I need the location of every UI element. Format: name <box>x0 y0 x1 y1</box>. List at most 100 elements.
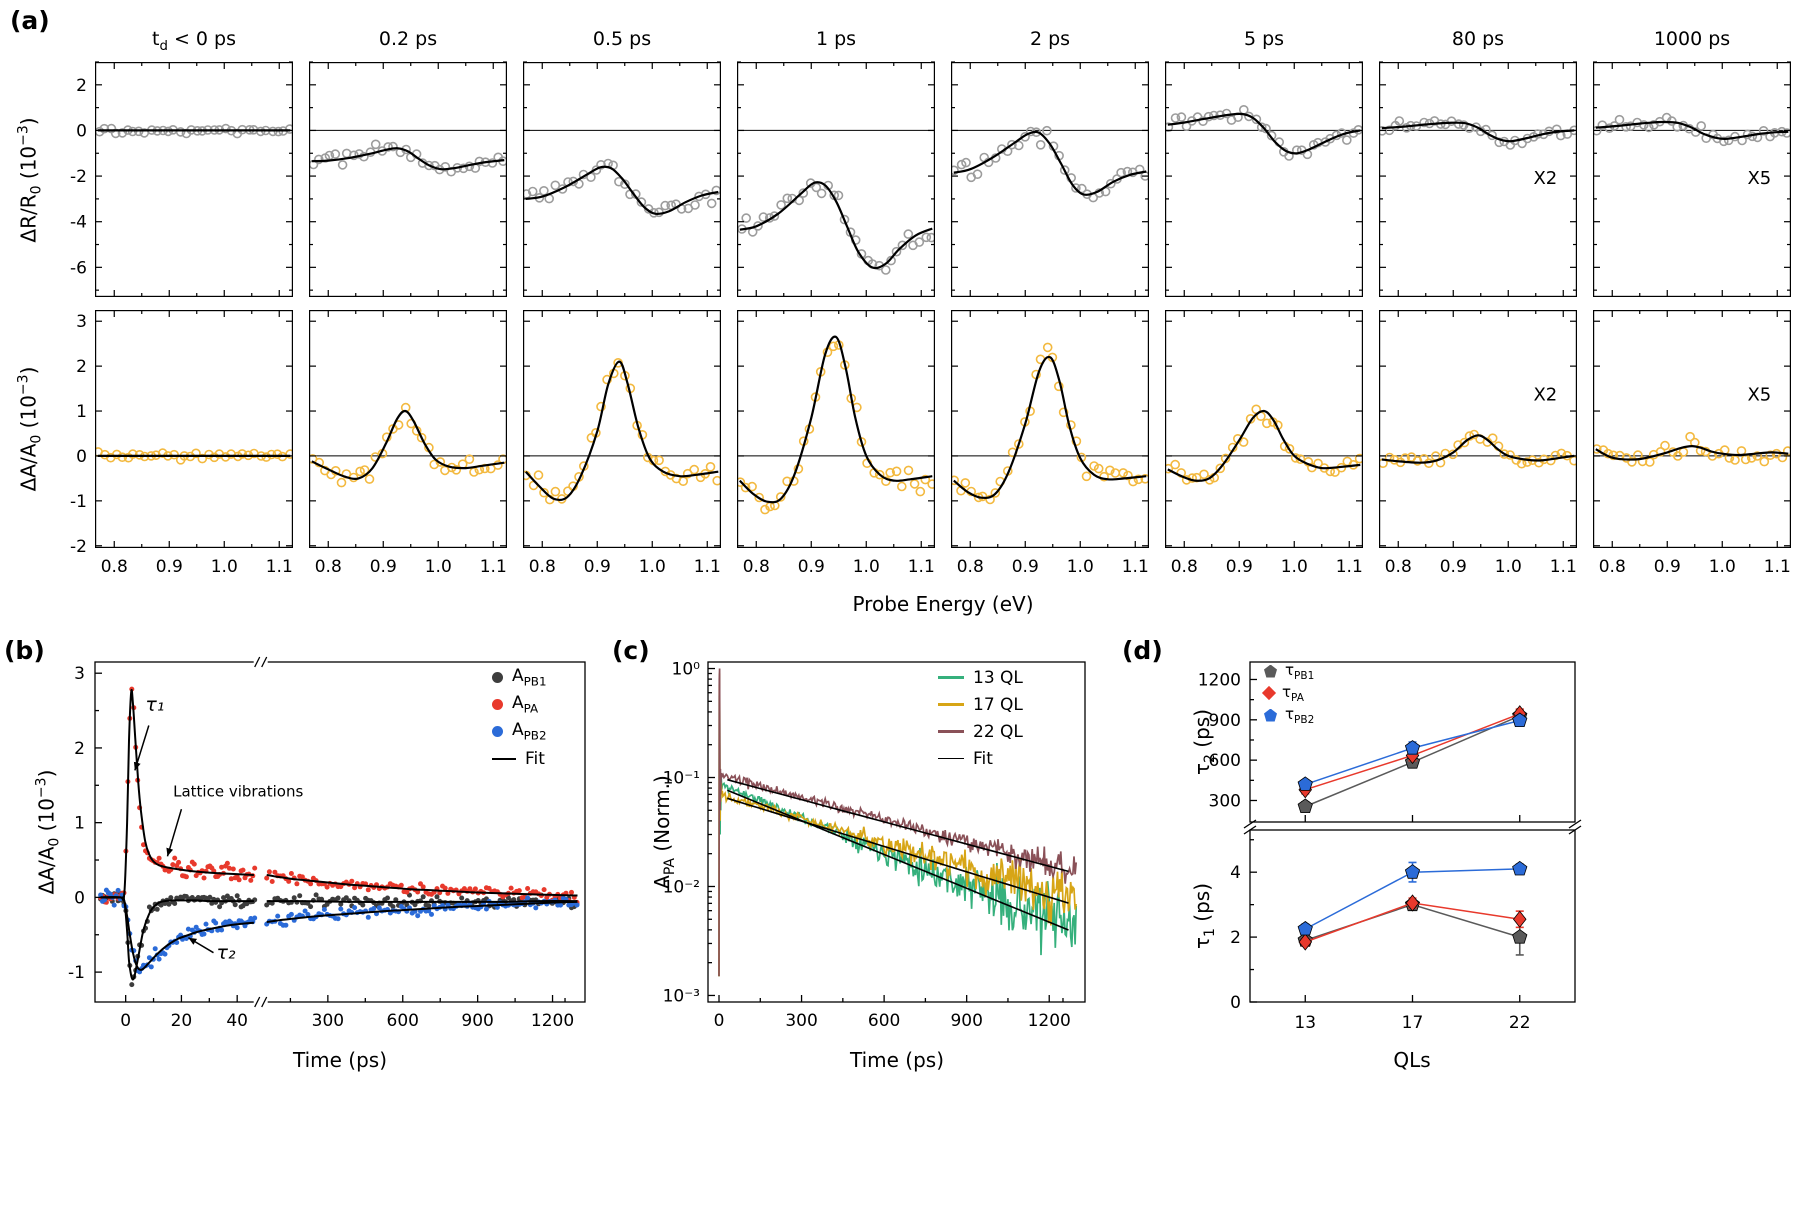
axes-box <box>1165 62 1364 298</box>
axes-box <box>94 661 586 1003</box>
plot-area <box>98 686 580 988</box>
fit-line-1 <box>100 688 254 902</box>
svg-text:1.1: 1.1 <box>1336 557 1363 577</box>
svg-text:10⁻²: 10⁻² <box>663 877 700 897</box>
x-tick-labels: 0.8 0.9 1.0 1.1 <box>101 557 293 577</box>
panel-a-label: (a) <box>10 6 50 35</box>
x-tick-labels: 0.8 0.9 1.0 1.1 <box>1599 557 1791 577</box>
panel-a-top-ylabel: ΔR/R0 (10−3) <box>15 117 45 243</box>
markers-2-tau2 <box>1297 712 1528 791</box>
markers-2-tau1 <box>1297 860 1528 936</box>
legend-item: 13 QL <box>938 664 1023 691</box>
x-tick-labels: 0.8 0.9 1.0 1.1 <box>315 557 507 577</box>
data-points <box>1594 431 1790 467</box>
axes-box <box>523 62 722 298</box>
legend-item: 22 QL <box>938 718 1023 745</box>
panel-c-plot: 0 300 600 900 1200 10⁰ 10⁻¹ 10⁻² 10⁻³ <box>663 660 1086 1031</box>
x-tick-labels: 0.8 0.9 1.0 1.1 <box>957 557 1149 577</box>
svg-text:1: 1 <box>76 402 87 422</box>
panel-a-dAA-plot-1: 0.8 0.9 1.0 1.1 <box>309 310 508 577</box>
ticks <box>1165 61 1363 297</box>
svg-text:0: 0 <box>714 1011 725 1031</box>
legend-item: τPB1 <box>1264 660 1314 682</box>
ticks <box>737 310 935 548</box>
svg-text:1.1: 1.1 <box>694 557 721 577</box>
fit-line <box>1381 121 1575 143</box>
svg-text:0.9: 0.9 <box>156 557 183 577</box>
plot-area <box>1594 431 1790 467</box>
svg-text:1.0: 1.0 <box>853 557 880 577</box>
fit-line <box>311 147 505 171</box>
svg-text:1.0: 1.0 <box>1281 557 1308 577</box>
plot-area <box>1380 429 1576 469</box>
panel-a-col-title-3: 1 ps <box>815 28 857 50</box>
svg-text:0.8: 0.8 <box>315 557 342 577</box>
fit-line-2 <box>727 778 1069 873</box>
panel-a-col-title-6: 80 ps <box>1451 28 1505 50</box>
ticks <box>737 61 935 297</box>
fit-line-2 <box>100 896 254 971</box>
svg-text:-1: -1 <box>68 963 85 983</box>
svg-text:0.8: 0.8 <box>1385 557 1412 577</box>
plot-area <box>718 668 1078 977</box>
ticks <box>523 61 721 297</box>
svg-text:0.8: 0.8 <box>957 557 984 577</box>
panel-b-plot: 0 20 40 300 600 900 1200 -1 0 1 2 3 τ₁ Lattice vibrat… <box>68 656 586 1031</box>
panel-a-dAA-plot-5: 0.8 0.9 1.0 1.1 <box>1165 310 1364 577</box>
svg-text:1.1: 1.1 <box>266 557 293 577</box>
panel-a-dAA-plot-6: 0.8 0.9 1.0 1.1 X2 <box>1379 310 1578 577</box>
data-points <box>952 125 1148 203</box>
svg-text:20: 20 <box>171 1011 193 1031</box>
svg-text:0.9: 0.9 <box>798 557 825 577</box>
legend-item: APB1 <box>492 664 547 691</box>
x-tick-labels: 0.8 0.9 1.0 1.1 <box>1171 557 1363 577</box>
fit-line <box>739 335 933 504</box>
panel-a-dAA-plot-2: 0.8 0.9 1.0 1.1 <box>523 310 722 577</box>
x-tick-labels: 0.8 0.9 1.0 1.1 <box>743 557 935 577</box>
panel-a-dAA-plot-3: 0.8 0.9 1.0 1.1 <box>737 310 936 577</box>
ticks <box>95 672 566 1002</box>
svg-text:0.9: 0.9 <box>370 557 397 577</box>
svg-text:1.1: 1.1 <box>1550 557 1577 577</box>
panel-a-xlabel: Probe Energy (eV) <box>852 592 1034 616</box>
svg-text:1.1: 1.1 <box>1764 557 1791 577</box>
x-tick-labels: 0.8 0.9 1.0 1.1 <box>529 557 721 577</box>
svg-text:1.1: 1.1 <box>908 557 935 577</box>
fit-line <box>1595 120 1789 141</box>
ticks <box>1593 310 1791 548</box>
plot-area <box>1166 104 1362 161</box>
data-points <box>1166 404 1362 485</box>
svg-text:1: 1 <box>74 814 85 834</box>
panel-d-legend: τPB1 τPA τPB2 <box>1261 660 1314 726</box>
y-tick-labels: 2 0 -2 -4 -6 <box>70 76 87 279</box>
plot-area <box>738 335 934 515</box>
panel-a-dRR-plot-5 <box>1165 61 1364 298</box>
scale-note: X5 <box>1747 384 1771 405</box>
panel-a-dAA-plot-0: 3 2 1 0 -1 -2 0.8 0.9 1.0 1.1 <box>70 310 294 577</box>
panel-a-dRR-plot-0: 2 0 -2 -4 -6 <box>70 61 294 298</box>
axes-box <box>523 310 722 549</box>
fit-line <box>953 130 1147 196</box>
panel-b-legend: APB1 APA APB2 Fit <box>492 664 547 772</box>
svg-text:1.0: 1.0 <box>211 557 238 577</box>
svg-text:0: 0 <box>120 1011 131 1031</box>
data-points <box>1166 104 1362 161</box>
fit-line-1 <box>727 797 1069 904</box>
annotation-2: τ₂ <box>216 942 235 964</box>
panel-a-dAA-plot-7: 0.8 0.9 1.0 1.1 X5 <box>1593 310 1792 577</box>
panel-a-col-title-0: td < 0 ps <box>152 28 236 54</box>
svg-text:0: 0 <box>76 121 87 141</box>
plot-area <box>96 447 292 465</box>
legend-item: APB2 <box>492 718 547 745</box>
axes-box <box>737 310 936 549</box>
panel-a-dRR-plot-7: X5 <box>1593 61 1792 298</box>
axes-box <box>707 661 1086 1003</box>
svg-text:1.0: 1.0 <box>639 557 666 577</box>
ticks <box>95 61 293 297</box>
tick-labels: 0 20 40 300 600 900 1200 -1 0 1 2 3 <box>68 664 574 1031</box>
axes-box <box>1593 310 1792 549</box>
panel-a-dRR-plot-6: X2 <box>1379 61 1578 298</box>
svg-text:40: 40 <box>226 1011 248 1031</box>
panel-a-bottom-ylabel: ΔA/A0 (10−3) <box>15 366 45 492</box>
svg-text:3: 3 <box>76 312 87 332</box>
